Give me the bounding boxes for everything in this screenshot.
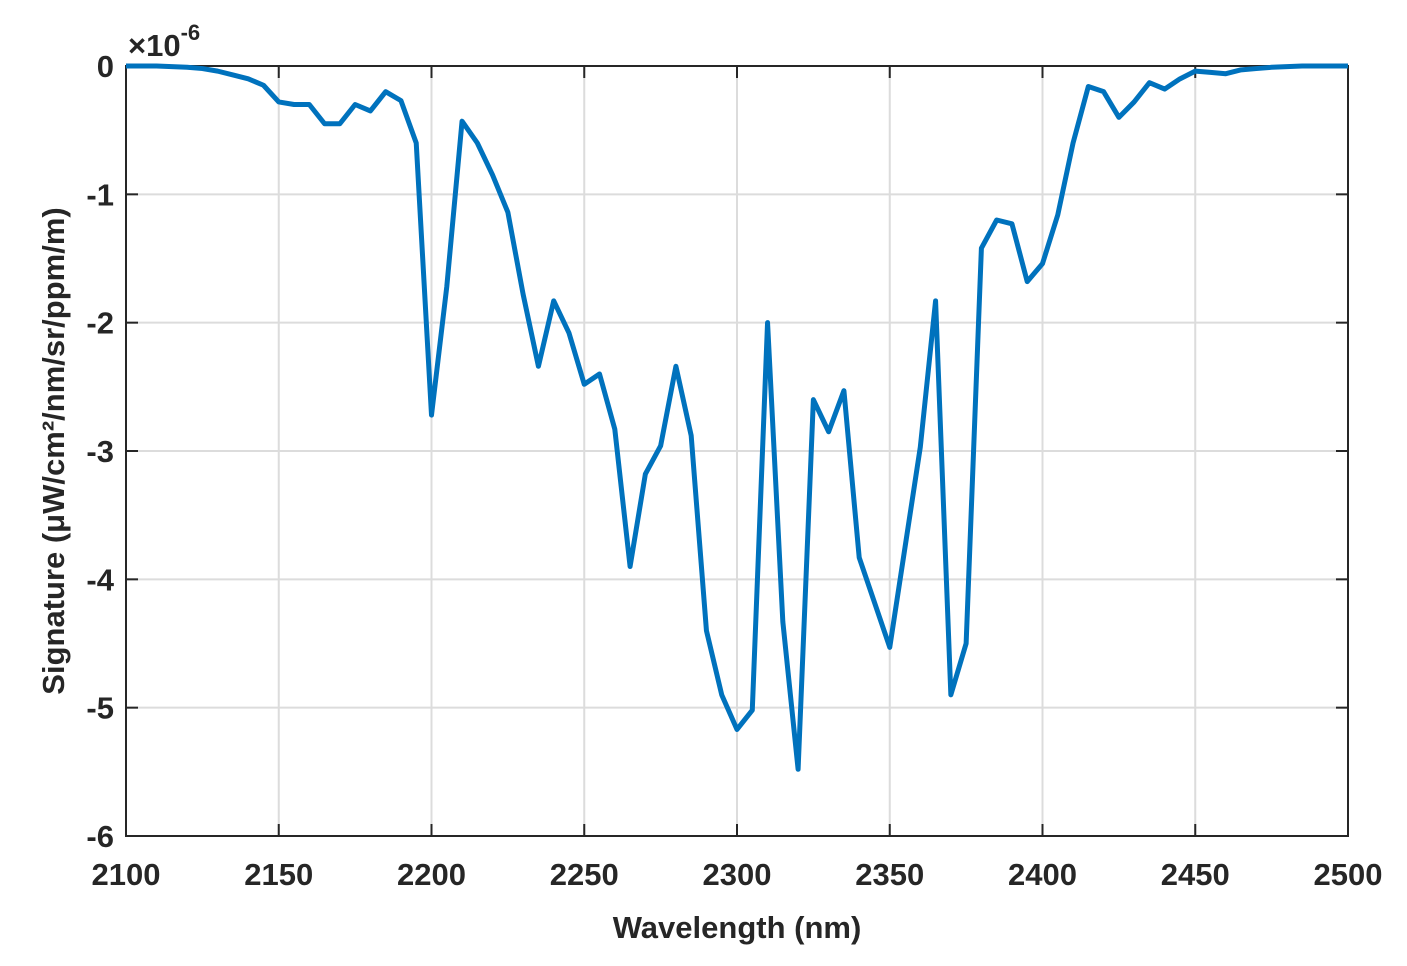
data-line [126, 63, 1348, 772]
y-tick-label: -4 [86, 562, 114, 597]
y-multiplier-exponent: -6 [181, 20, 201, 45]
x-tick-label: 2150 [244, 857, 313, 892]
x-tick-label: 2100 [92, 857, 161, 892]
y-multiplier-base: ×10 [128, 28, 181, 63]
plot-frame [125, 65, 1349, 837]
x-tick-label: 2450 [1161, 857, 1230, 892]
x-tick-label: 2250 [550, 857, 619, 892]
y-tick-label: -5 [86, 691, 114, 726]
y-tick-label: -6 [86, 819, 114, 854]
x-tick-label: 2200 [397, 857, 466, 892]
y-tick-label: -2 [86, 306, 114, 341]
x-axis-label: Wavelength (nm) [613, 910, 862, 945]
x-tick-label: 2300 [703, 857, 772, 892]
y-tick-label: 0 [97, 49, 114, 84]
y-tick-label: -1 [86, 177, 114, 212]
y-axis-label: Signature (μW/cm²/nm/sr/ppm/m) [36, 207, 71, 694]
x-tick-label: 2400 [1008, 857, 1077, 892]
y-tick-label: -3 [86, 434, 114, 469]
y-multiplier: ×10-6 [128, 20, 200, 63]
x-tick-label: 2350 [855, 857, 924, 892]
x-tick-label: 2500 [1314, 857, 1383, 892]
